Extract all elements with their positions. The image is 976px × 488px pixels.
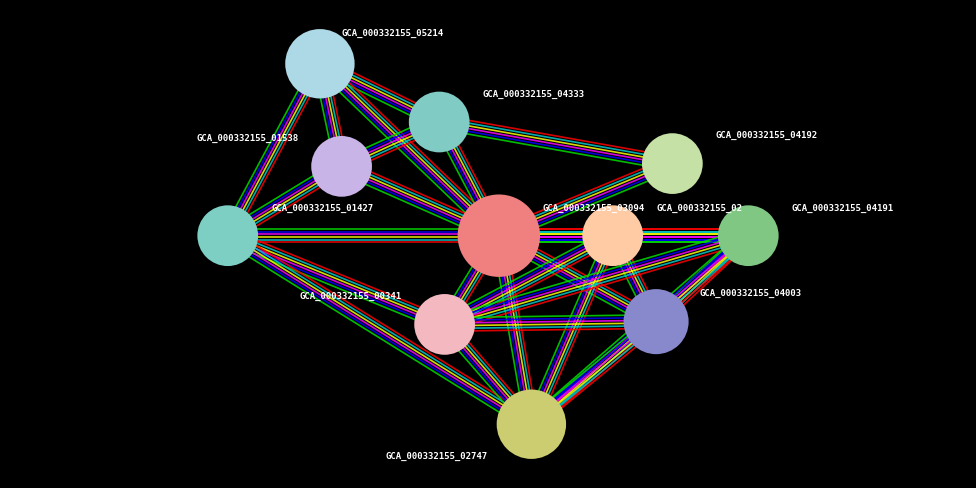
Text: GCA_000332155_01538: GCA_000332155_01538 [196,134,299,143]
Ellipse shape [583,205,643,266]
Text: GCA_000332155_04192: GCA_000332155_04192 [715,131,818,141]
Ellipse shape [642,133,703,194]
Ellipse shape [285,29,354,99]
Text: GCA_000332155_01427: GCA_000332155_01427 [271,203,373,212]
Text: GCA_000332155_04333: GCA_000332155_04333 [482,90,585,99]
Ellipse shape [409,92,469,152]
Ellipse shape [197,205,258,266]
Text: GCA_000332155_05214: GCA_000332155_05214 [342,29,444,38]
Text: GCA_000332155_00341: GCA_000332155_00341 [299,292,401,301]
Text: GCA_000332155_04191: GCA_000332155_04191 [792,203,894,212]
Ellipse shape [624,289,689,354]
Ellipse shape [497,389,566,459]
Text: GCA_000332155_04003: GCA_000332155_04003 [700,289,801,299]
Text: GCA_000332155_02: GCA_000332155_02 [656,203,742,212]
Ellipse shape [718,205,779,266]
Ellipse shape [311,136,372,197]
Ellipse shape [414,294,475,355]
Text: GCA_000332155_03094: GCA_000332155_03094 [543,203,644,212]
Text: GCA_000332155_02747: GCA_000332155_02747 [386,452,488,461]
Ellipse shape [458,195,540,277]
